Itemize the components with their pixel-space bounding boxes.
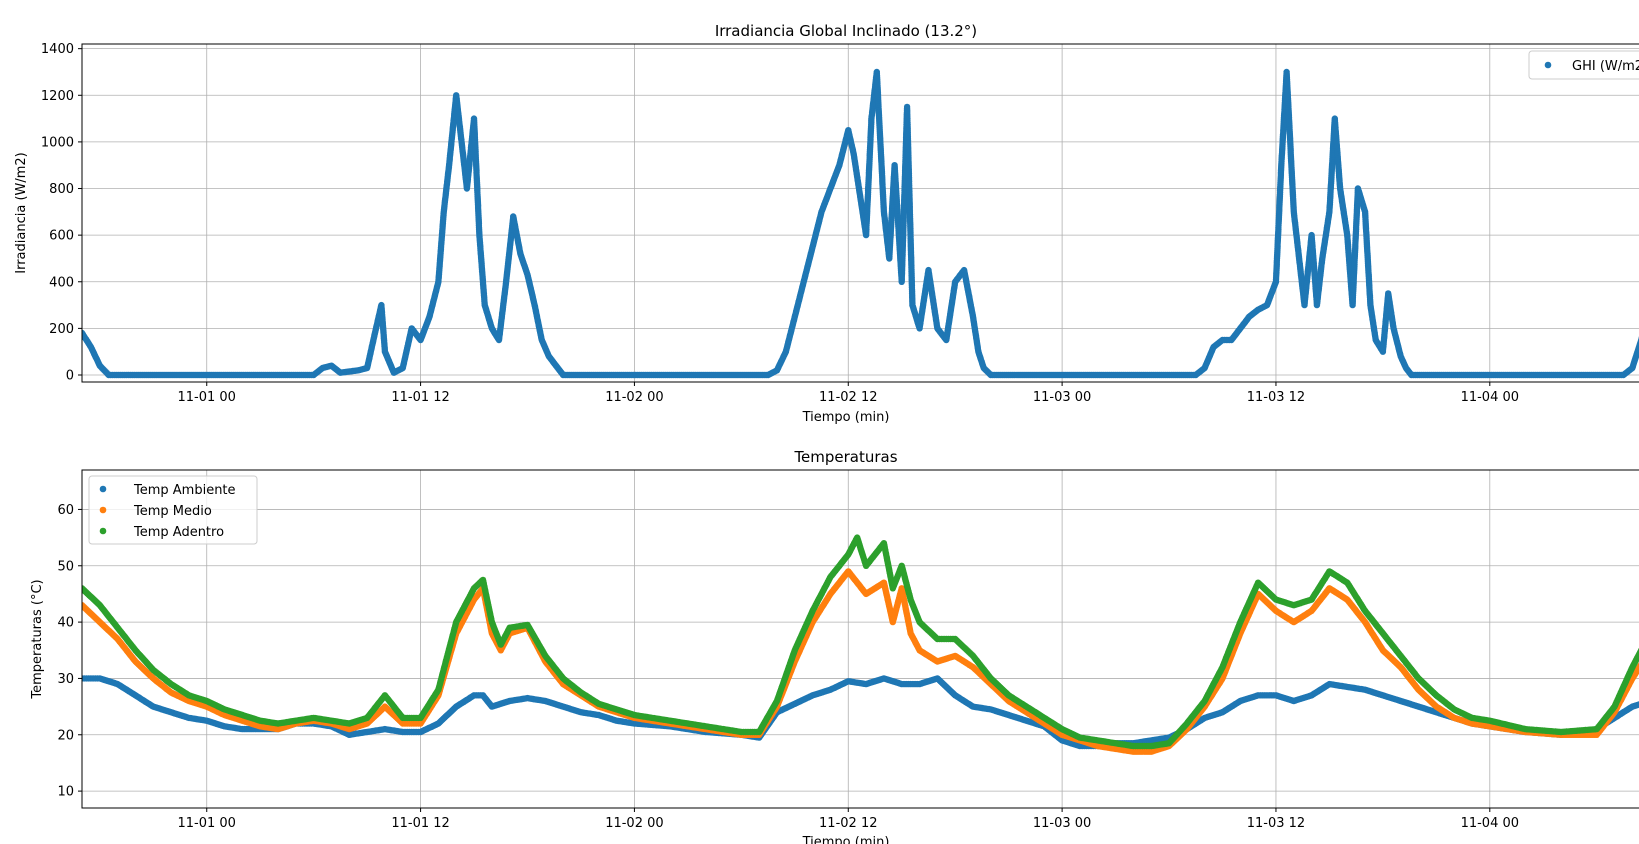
ytick-label: 1000 [41, 135, 74, 150]
ytick-label: 1400 [41, 42, 74, 57]
chart1-x-ticks: 11-01 00 11-01 12 11-02 00 11-02 12 11-03 00… [178, 382, 1519, 405]
chart2-title: Temperaturas [793, 448, 897, 466]
chart1-frame [81, 43, 1639, 383]
chart1-legend-box [1528, 50, 1639, 80]
chart1-y-ticks: 0 200 400 600 800 1000 1200 1400 [41, 42, 82, 384]
chart1-legend-marker-ghi [1544, 61, 1552, 69]
chart1-ylabel: Irradiancia (W/m2) [14, 152, 29, 274]
chart1-grid [82, 44, 1639, 382]
xtick-label: 11-04 00 [1461, 390, 1519, 405]
xtick-label: 11-01 00 [178, 390, 236, 405]
chart1-points [82, 68, 1639, 379]
ytick-label: 1200 [41, 89, 74, 104]
ytick-label: 400 [49, 275, 74, 290]
xtick-label: 11-02 12 [819, 390, 877, 405]
xtick-label: 11-03 00 [1033, 390, 1091, 405]
ytick-label: 600 [49, 229, 74, 244]
ytick-label: 800 [49, 182, 74, 197]
irradiance-chart: Irradiancia Global Inclinado (13.2°) 0 20… [14, 22, 1639, 425]
chart1-xlabel: Tiempo (min) [802, 410, 890, 425]
xtick-label: 11-03 12 [1247, 390, 1305, 405]
ytick-label: 200 [49, 322, 74, 337]
chart1-legend: GHI (W/m2) [1528, 50, 1639, 80]
chart2-grid [82, 470, 1639, 808]
chart1-legend-label-ghi: GHI (W/m2) [1572, 59, 1639, 74]
ytick-label: 0 [66, 369, 74, 384]
xtick-label: 11-01 12 [391, 390, 449, 405]
chart2-points [82, 534, 1639, 755]
xtick-label: 11-02 00 [605, 390, 663, 405]
chart1-title: Irradiancia Global Inclinado (13.2°) [715, 22, 977, 40]
